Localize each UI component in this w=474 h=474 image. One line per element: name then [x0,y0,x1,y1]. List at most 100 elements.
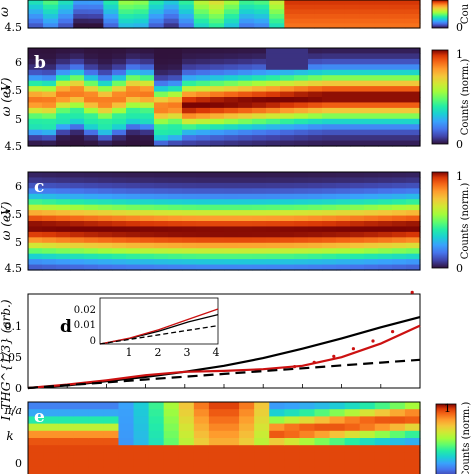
heatmap-c-cell [56,188,71,195]
heatmap-b-cell [378,91,393,98]
heatmap-b-cell [322,80,337,87]
heatmap-b-cell [238,118,253,125]
heatmap-c-cell [28,182,43,189]
heatmap-b-cell [196,58,211,65]
heatmap-c-cell [154,237,169,244]
heatmap-e-cell [284,423,300,432]
heatmap-b-cell [126,80,141,87]
heatmap-c-cell [98,193,113,200]
heatmap-e-cell [224,459,240,468]
heatmap-b-cell [84,48,99,55]
heatmap-e-cell [118,402,135,410]
heatmap-c-cell [294,237,309,244]
heatmap-e-cell [254,438,270,446]
heatmap-b-cell [182,91,197,98]
heatmap-c-cell [280,248,295,255]
heatmap-b-cell [168,118,183,125]
heatmap-c-cell [126,248,141,255]
heatmap-b-cell [336,58,351,65]
heatmap-c-cell [406,199,421,206]
heatmap-e-cell [374,452,391,461]
heatmap-e-cell [88,445,104,453]
heatmap-b-cell [112,53,127,60]
heatmap-b-cell [126,97,141,104]
heatmap-e-cell [103,459,120,468]
heatmap-b-cell [378,118,393,125]
panel-c-ylabel: ω (eV) [0,201,13,240]
heatmap-b-cell [98,140,113,147]
heatmap-c-cell [392,177,407,184]
heatmap-c-cell [392,199,407,206]
heatmap-a-cell [178,14,195,20]
heatmap-e-cell [344,402,361,410]
colorbar-b-tick-min: 0 [456,138,463,151]
heatmap-a-cell [88,18,104,24]
heatmap-b-cell [336,48,351,55]
heatmap-b-cell [70,124,85,131]
heatmap-c-cell [168,188,183,195]
heatmap-e-cell [148,423,165,432]
heatmap-b-cell [56,97,71,104]
heatmap-e-cell [193,438,210,446]
heatmap-b-cell [322,97,337,104]
panel-a: 4.5 ω 0 Cou [0,0,471,34]
heatmap-b-cell [42,53,57,60]
heatmap-c-cell [84,248,99,255]
heatmap-c-cell [112,177,127,184]
heatmap-c-cell [280,242,295,249]
heatmap-b-cell [98,58,113,65]
heatmap-b-cell [154,118,169,125]
heatmap-e-cell [88,402,104,410]
panel-d-series-3-point [410,290,414,294]
heatmap-c-cell [28,215,43,222]
heatmap-c-cell [84,259,99,266]
heatmap-c-cell [224,182,239,189]
heatmap-a-cell [163,18,180,24]
heatmap-c-cell [392,221,407,228]
heatmap-c-cell [308,221,323,228]
heatmap-c-cell [70,204,85,211]
heatmap-b-cell [238,58,253,65]
heatmap-b-cell [28,140,43,147]
heatmap-b-cell [140,97,155,104]
heatmap-c-cell [308,259,323,266]
heatmap-b-cell [266,124,281,131]
heatmap-c-cell [112,259,127,266]
heatmap-c-cell [350,172,365,179]
heatmap-b-cell [126,53,141,60]
heatmap-e-cell [374,459,391,468]
heatmap-c-cell [126,259,141,266]
heatmap-c-cell [392,264,407,271]
heatmap-e-cell [178,409,195,417]
heatmap-b-cell [322,64,337,71]
heatmap-b-cell [182,58,197,65]
heatmap-a-cell [88,0,104,6]
heatmap-c-cell [98,204,113,211]
heatmap-c-cell [406,204,421,211]
heatmap-b-cell [252,86,267,93]
heatmap-c-cell [350,177,365,184]
heatmap-e-cell [224,430,240,439]
heatmap-e-cell [28,430,44,439]
heatmap-b-cell [56,140,71,147]
heatmap-c-cell [154,188,169,195]
heatmap-b-cell [406,140,421,147]
heatmap-b-cell [154,124,169,131]
heatmap-c-cell [154,253,169,260]
heatmap-b-cell [70,107,85,114]
heatmap-c-cell [28,242,43,249]
heatmap-b-cell [84,118,99,125]
heatmap-a-cell [299,14,316,20]
heatmap-b-cell [70,53,85,60]
heatmap-c-cell [322,204,337,211]
heatmap-b-cell [168,48,183,55]
heatmap-a-cell [28,23,44,29]
heatmap-c-cell [378,188,393,195]
heatmap-b-cell [196,107,211,114]
heatmap-c-cell [28,226,43,233]
heatmap-b-cell [126,86,141,93]
heatmap-e-cell [148,466,165,474]
heatmap-a-cell [208,23,225,29]
heatmap-a-cell [43,23,59,29]
heatmap-b-cell [406,113,421,120]
